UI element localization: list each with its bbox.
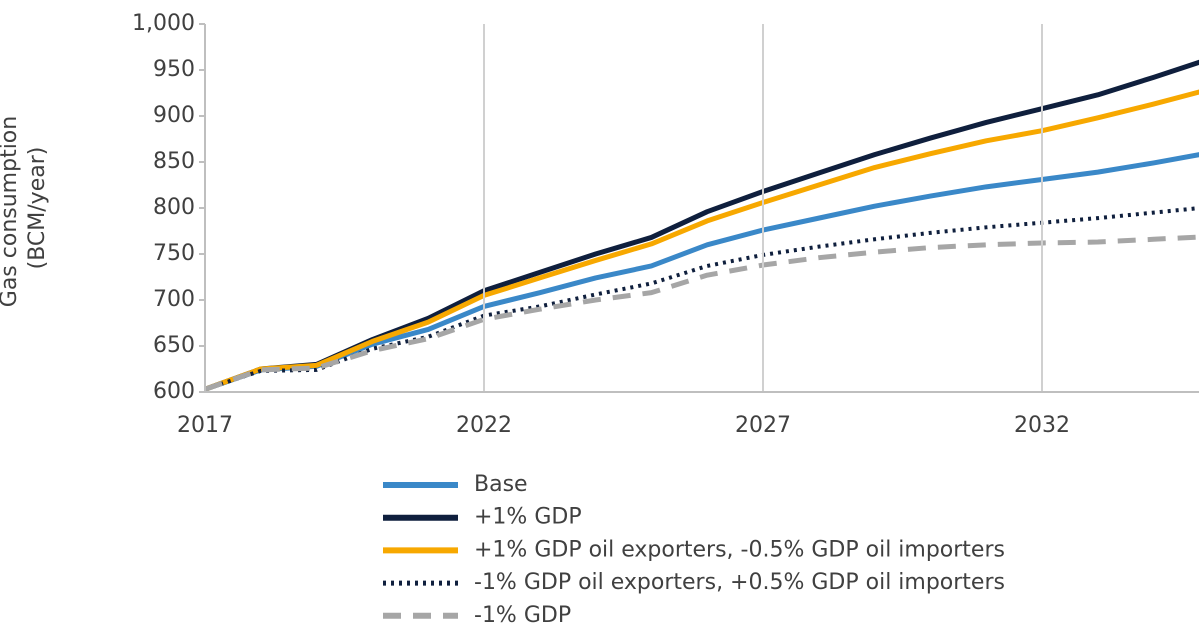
legend-label: -1% GDP	[474, 603, 571, 626]
y-tick-label: 750	[153, 241, 195, 266]
x-tick-label: 2022	[456, 413, 512, 438]
y-tick-label: 900	[153, 103, 195, 128]
y-axis-label: Gas consumption (BCM/year)	[0, 109, 50, 307]
y-tick-label: 700	[153, 287, 195, 312]
legend-label: +1% GDP	[474, 505, 582, 530]
y-tick-label: 600	[153, 379, 195, 404]
y-tick-label: 1,000	[132, 11, 195, 36]
x-tick-label: 2032	[1014, 413, 1070, 438]
y-tick-label: 950	[153, 57, 195, 82]
legend-label: -1% GDP oil exporters, +0.5% GDP oil imp…	[474, 570, 1005, 595]
series-line	[205, 234, 1199, 392]
y-axis-label-line: Gas consumption	[0, 116, 22, 307]
legend-label: +1% GDP oil exporters, -0.5% GDP oil imp…	[474, 537, 1005, 562]
x-tick-label: 2017	[177, 413, 233, 438]
legend-label: Base	[474, 472, 528, 497]
series-line	[205, 206, 1199, 392]
y-tick-label: 850	[153, 149, 195, 174]
plot-area	[205, 59, 1199, 392]
series-line	[205, 89, 1199, 392]
x-tick-label: 2027	[735, 413, 791, 438]
y-tick-label: 800	[153, 195, 195, 220]
y-tick-label: 650	[153, 333, 195, 358]
y-axis-label-line: (BCM/year)	[25, 147, 50, 270]
